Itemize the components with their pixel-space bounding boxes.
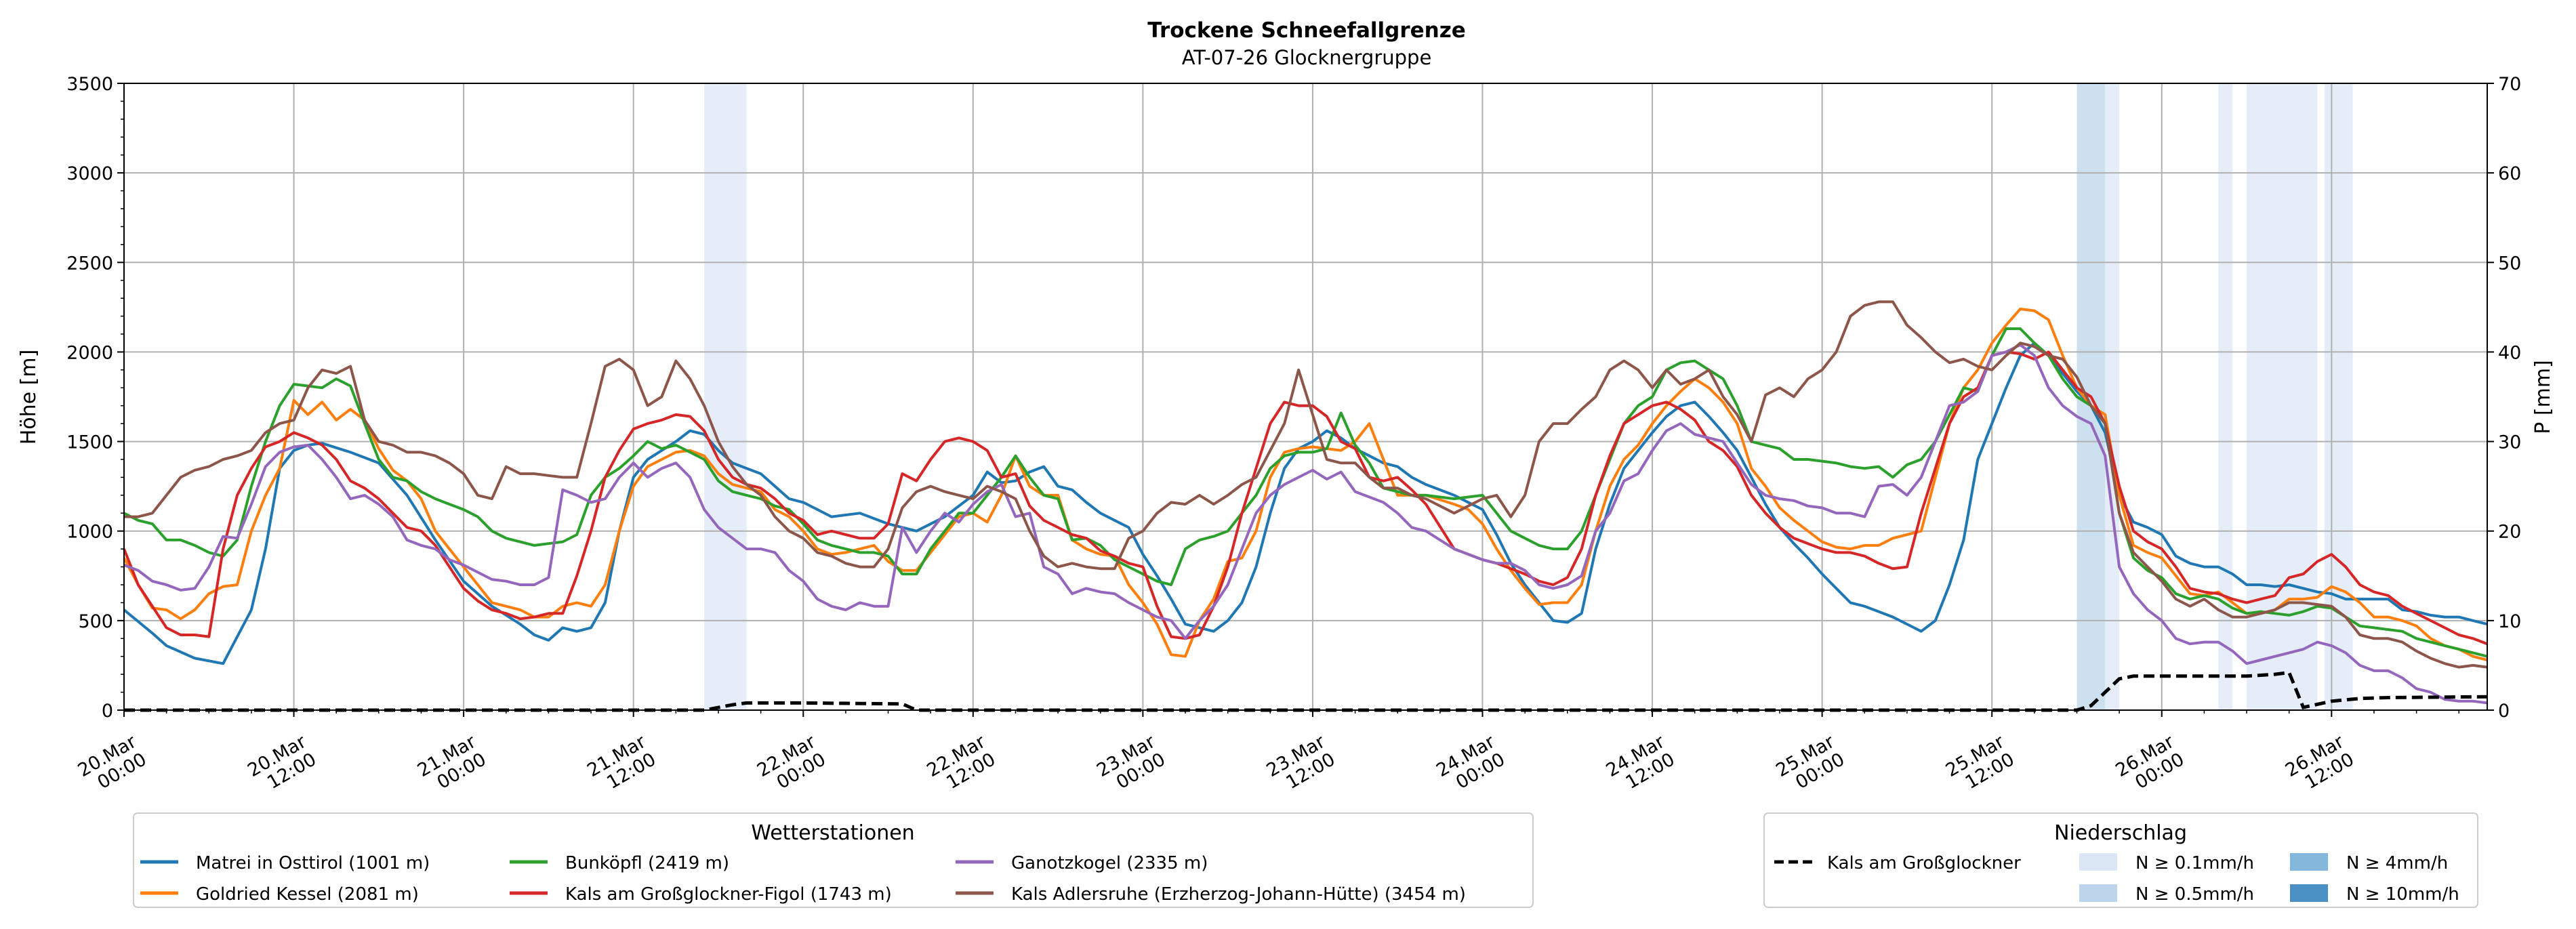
precip-band (2105, 83, 2120, 710)
x-tick-label: 21.Mar00:00 (414, 731, 491, 799)
precip-band (2247, 83, 2318, 710)
x-tick-label: 20.Mar12:00 (244, 731, 321, 799)
series-line-1 (123, 342, 2488, 665)
x-tick-label: 22.Mar00:00 (754, 731, 830, 799)
plot-frame (123, 83, 2488, 711)
y-tick-label: 1000 (66, 522, 113, 543)
y-right-tick-label: 0 (2498, 701, 2510, 722)
chart-subtitle: AT-07-26 Glocknergruppe (1182, 46, 1432, 69)
y-tick-label: 1500 (66, 432, 113, 453)
y-right-tick-label: 70 (2498, 74, 2521, 95)
x-tick-label: 21.Mar12:00 (584, 731, 660, 799)
precip-legend-label: Kals am Großglockner (1827, 853, 2021, 873)
precip-band (704, 83, 747, 710)
y-right-tick-label: 10 (2498, 611, 2521, 632)
chart-title: Trockene Schneefallgrenze (1147, 18, 1466, 43)
stations-legend-label: Matrei in Osttirol (1001 m) (196, 853, 430, 873)
y-right-tick-label: 50 (2498, 253, 2521, 274)
stations-legend-title: Wetterstationen (751, 821, 914, 845)
stations-legend-label: Bunköpfl (2419 m) (565, 853, 729, 873)
x-tick-label: 23.Mar00:00 (1093, 731, 1170, 799)
precip-bands (704, 83, 2353, 710)
series-line-4 (123, 350, 2488, 646)
y-tick-label: 2000 (66, 342, 113, 363)
precip-legend-title: Niederschlag (2054, 821, 2187, 845)
y-axis-label: Höhe [m] (17, 350, 41, 445)
precip-band (2218, 83, 2233, 710)
precip-level-swatch (2079, 853, 2117, 871)
x-tick-label: 22.Mar12:00 (924, 731, 1000, 799)
y-tick-label: 500 (78, 611, 113, 632)
precip-level-label: N ≥ 0.5mm/h (2135, 884, 2254, 905)
series-line-5 (123, 343, 2488, 705)
stations-legend-label: Goldried Kessel (2081 m) (196, 884, 419, 905)
x-tick-label: 25.Mar00:00 (1772, 731, 1849, 799)
y-right-tick-label: 60 (2498, 163, 2521, 184)
precip-series (124, 670, 2488, 712)
precip-line (124, 670, 2488, 712)
series-line-2 (123, 308, 2488, 661)
y-axis-label-right: P [mm] (2531, 360, 2555, 434)
x-tick-label: 26.Mar12:00 (2282, 731, 2358, 799)
stations-legend-box (133, 812, 1534, 908)
y-right-tick-label: 20 (2498, 522, 2521, 543)
precip-level-swatch (2290, 884, 2328, 902)
x-tick-label: 26.Mar00:00 (2112, 731, 2188, 799)
x-tick-label: 24.Mar00:00 (1433, 731, 1509, 799)
y-tick-label: 2500 (66, 253, 113, 274)
axes: 0 500 1000 1500 2000 2500 3000 3500 0 10 20 30 40 50 6… (66, 74, 2521, 799)
precip-legend: Niederschlag Kals am Großglockner N ≥ 0.… (1763, 812, 2478, 908)
precip-level-label: N ≥ 4mm/h (2346, 853, 2448, 873)
y-tick-label: 3000 (66, 163, 113, 184)
series-lines (123, 300, 2488, 705)
stations-legend-label: Ganotzkogel (2335 m) (1011, 853, 1208, 873)
x-tick-label: 20.Mar00:00 (75, 731, 151, 799)
stations-legend-label: Kals am Großglockner-Figol (1743 m) (565, 884, 892, 905)
precip-band (2324, 83, 2353, 710)
stations-legend-label: Kals Adlersruhe (Erzherzog-Johann-Hütte)… (1011, 884, 1466, 905)
precip-level-label: N ≥ 0.1mm/h (2135, 853, 2254, 873)
y-tick-label: 3500 (66, 74, 113, 95)
y-right-tick-label: 30 (2498, 432, 2521, 453)
precip-level-swatch (2079, 884, 2117, 902)
x-tick-label: 25.Mar12:00 (1942, 731, 2019, 799)
x-tick-label: 24.Mar12:00 (1603, 731, 1679, 799)
precip-legend-box (1763, 812, 2478, 908)
x-tick-label: 23.Mar12:00 (1263, 731, 1340, 799)
precip-level-label: N ≥ 10mm/h (2346, 884, 2459, 905)
series-line-6 (124, 300, 2488, 669)
series-line-3 (123, 327, 2488, 658)
stations-legend: Wetterstationen Matrei in Osttirol (1001… (133, 812, 1534, 908)
precip-level-swatch (2290, 853, 2328, 871)
y-right-tick-label: 40 (2498, 342, 2521, 363)
y-tick-label: 0 (102, 701, 113, 722)
